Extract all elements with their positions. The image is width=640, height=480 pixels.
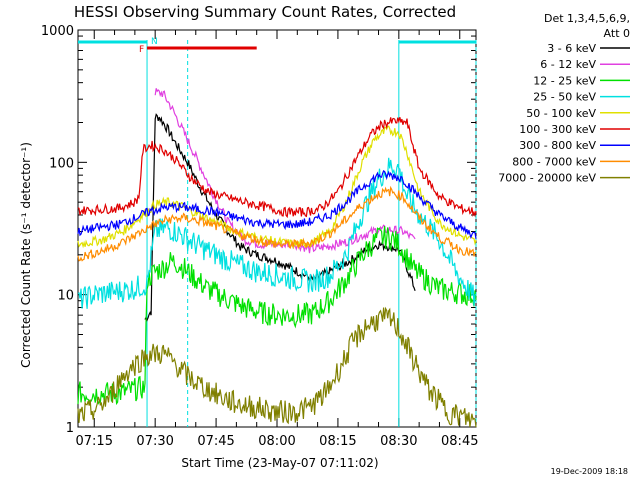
footer-timestamp: 19-Dec-2009 18:18 <box>551 467 628 476</box>
legend-label-9: 7000 - 20000 keV <box>498 172 596 185</box>
legend-label-7: 300 - 800 keV <box>519 139 596 152</box>
legend-label-6: 100 - 300 keV <box>519 123 596 136</box>
plot-frame <box>77 29 477 428</box>
series-line-4 <box>77 157 477 309</box>
x-tick-label: 07:30 <box>136 434 173 449</box>
x-axis-label: Start Time (23-May-07 07:11:02) <box>181 456 378 470</box>
legend-label-2: 6 - 12 keV <box>540 58 596 71</box>
legend: 3 - 6 keV 6 - 12 keV 12 - 25 keV 25 - 50 ke… <box>498 42 630 185</box>
plot-area: 1 10 100 1000 07:15 07:30 07:45 08:00 08:15 08:30… <box>41 24 479 449</box>
x-tick-label: 07:15 <box>76 434 113 449</box>
series-line-9 <box>77 306 477 428</box>
x-tick-label: 08:30 <box>380 434 417 449</box>
x-tick-label: 08:45 <box>441 434 478 449</box>
series-line-2 <box>154 88 416 254</box>
series-line-5 <box>77 125 477 250</box>
x-tick-label: 08:15 <box>319 434 356 449</box>
y-tick-label: 100 <box>49 156 74 171</box>
legend-label-5: 50 - 100 keV <box>526 107 596 120</box>
y-tick-label: 10 <box>57 289 74 304</box>
legend-label-3: 12 - 25 keV <box>533 74 596 87</box>
legend-label-1: 3 - 6 keV <box>547 42 596 55</box>
series-line-8 <box>77 185 477 262</box>
y-axis-label: Corrected Count Rate (s⁻¹ detector⁻¹) <box>19 142 33 368</box>
y-tick-label: 1 <box>66 421 74 436</box>
chart-title: HESSI Observing Summary Count Rates, Cor… <box>74 3 456 21</box>
legend-label-8: 800 - 7000 keV <box>512 155 596 168</box>
night-label: N <box>151 37 158 47</box>
legend-header-1: Det 1,3,4,5,6,9, <box>544 12 630 25</box>
x-tick-label: 08:00 <box>258 434 295 449</box>
legend-header-2: Att 0 <box>604 27 630 40</box>
series-line-6 <box>77 117 477 219</box>
series-line-3 <box>77 225 477 406</box>
legend-label-4: 25 - 50 keV <box>533 91 596 104</box>
flare-flag-label: F <box>139 45 144 55</box>
series-line-7 <box>77 170 477 240</box>
x-tick-label: 07:45 <box>197 434 234 449</box>
y-tick-label: 1000 <box>41 24 74 39</box>
